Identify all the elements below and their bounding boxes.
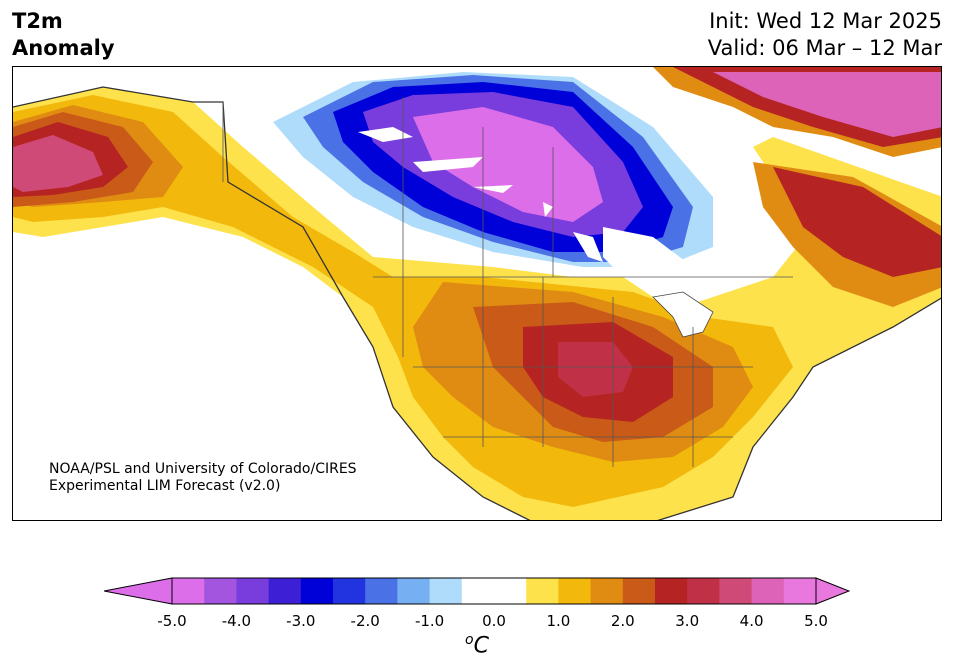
colorbar-tick-label: 0.0 bbox=[482, 612, 506, 630]
colorbar-segment bbox=[655, 578, 688, 604]
colorbar-segment bbox=[719, 578, 753, 604]
anomaly-region-19 bbox=[713, 72, 941, 137]
colorbar-unit: oC bbox=[465, 632, 489, 658]
colorbar-segment bbox=[300, 578, 334, 604]
unit-symbol: C bbox=[473, 633, 489, 659]
colorbar-segment bbox=[783, 578, 817, 604]
init-date: Init: Wed 12 Mar 2025 bbox=[709, 9, 942, 33]
forecast-dates: Init: Wed 12 Mar 2025 Valid: 06 Mar – 12… bbox=[708, 8, 942, 62]
colorbar-segment bbox=[461, 578, 495, 604]
title-line-1: T2m bbox=[12, 9, 63, 33]
anomaly-region-16 bbox=[413, 107, 603, 222]
colorbar-tick-label: 2.0 bbox=[610, 612, 635, 630]
colorbar-segment bbox=[751, 578, 785, 604]
colorbar-segment bbox=[172, 578, 205, 604]
colorbar-segment bbox=[494, 578, 527, 604]
great-lakes bbox=[652, 291, 714, 338]
credit-line-2: Experimental LIM Forecast (v2.0) bbox=[49, 478, 281, 494]
colorbar-segment bbox=[236, 578, 270, 604]
colorbar-tick-label: -4.0 bbox=[221, 612, 252, 630]
anomaly-region-10 bbox=[13, 135, 103, 192]
colorbar-tick-label: 3.0 bbox=[675, 612, 700, 630]
cold-pocket-shapes bbox=[358, 127, 603, 262]
colorbar-tick-label: -2.0 bbox=[350, 612, 380, 630]
colorbar-segment bbox=[622, 578, 656, 604]
colorbar-extend-low bbox=[104, 577, 173, 605]
coastline bbox=[13, 86, 941, 520]
colorbar-extend-high bbox=[815, 577, 850, 605]
province-borders bbox=[222, 97, 554, 277]
credit-line-1: NOAA/PSL and University of Colorado/CIRE… bbox=[49, 461, 357, 477]
colorbar-tick-label: 1.0 bbox=[546, 612, 571, 630]
hudson-bay bbox=[603, 227, 713, 307]
valid-range: Valid: 06 Mar – 12 Mar bbox=[707, 36, 942, 60]
colorbar-tick-label: -3.0 bbox=[286, 612, 316, 630]
state-borders bbox=[373, 276, 793, 467]
credit-text: NOAA/PSL and University of Colorado/CIRE… bbox=[49, 461, 357, 495]
colorbar-segment bbox=[204, 578, 237, 604]
anomaly-map-graphic bbox=[13, 67, 941, 520]
unit-degree: o bbox=[465, 632, 474, 648]
anomaly-region-7 bbox=[558, 342, 633, 397]
colorbar-segment bbox=[558, 578, 592, 604]
colorbar-tick-label: 5.0 bbox=[804, 612, 828, 630]
colorbar-segment bbox=[526, 578, 559, 604]
title-line-2: Anomaly bbox=[12, 36, 115, 60]
colorbar-segment bbox=[365, 578, 398, 604]
map-title: T2m Anomaly bbox=[12, 8, 115, 62]
colorbar-tick-label: -5.0 bbox=[157, 612, 187, 630]
colorbar-segment bbox=[590, 578, 624, 604]
colorbar-outline bbox=[171, 577, 817, 605]
colorbar-segment bbox=[397, 578, 431, 604]
colorbar-tick-label: -1.0 bbox=[414, 612, 445, 630]
colorbar bbox=[104, 577, 850, 605]
colorbar-tick-label: 4.0 bbox=[739, 612, 764, 630]
anomaly-region-21 bbox=[773, 167, 941, 277]
colorbar-segment bbox=[429, 578, 463, 604]
anomaly-map bbox=[12, 66, 942, 521]
colorbar-segment bbox=[268, 578, 302, 604]
colorbar-segment bbox=[333, 578, 366, 604]
colorbar-segment bbox=[687, 578, 720, 604]
